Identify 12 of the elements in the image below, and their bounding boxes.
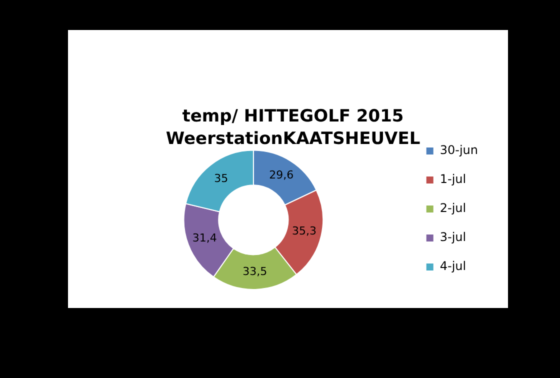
legend-label: 3-jul — [440, 230, 466, 244]
chart-title: temp/ HITTEGOLF 2015 — [182, 106, 404, 127]
legend-label: 1-jul — [440, 172, 466, 186]
data-label: 35,3 — [292, 224, 316, 238]
data-label: 33,5 — [242, 264, 268, 278]
data-label: 29,6 — [269, 168, 294, 182]
data-label: 31,4 — [192, 231, 217, 244]
legend-label: 4-jul — [440, 259, 466, 274]
legend-label: 30-jun — [440, 143, 478, 158]
data-label: 35 — [214, 172, 228, 185]
chart-subtitle: WeerstationKAATSHEUVEL — [166, 129, 420, 150]
legend-label: 2-jul — [440, 201, 466, 216]
